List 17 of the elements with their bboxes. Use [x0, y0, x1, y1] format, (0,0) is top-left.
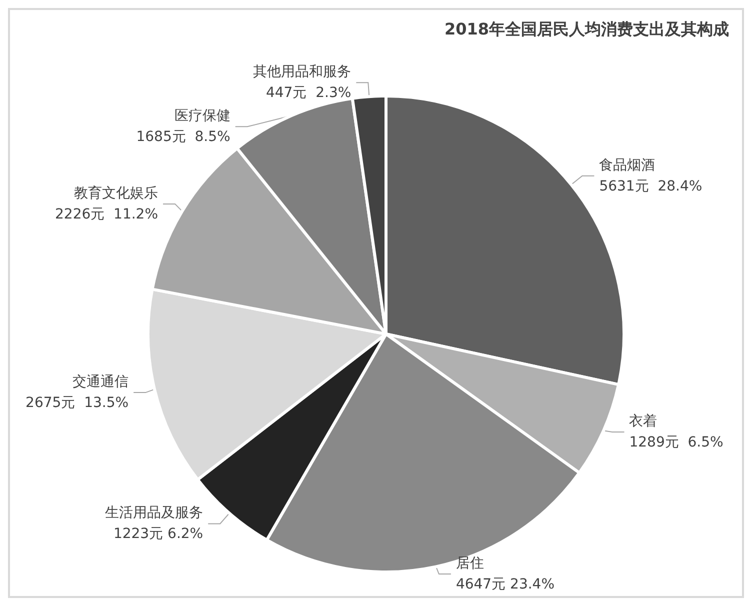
slice-label: 生活用品及服务	[105, 505, 204, 522]
data-label: 2675元 13.5%	[26, 395, 129, 412]
data-label: 4647元 23.4%	[456, 576, 555, 592]
slice-label: 居住	[456, 556, 484, 572]
data-label: 1685元 8.5%	[136, 129, 230, 146]
data-label: 1289元 6.5%	[629, 434, 724, 451]
chart-title: 2018年全国居民人均消费支出及其构成	[444, 20, 729, 38]
slice-label: 医疗保健	[174, 108, 230, 124]
slice-label: 教育文化娱乐	[74, 184, 158, 202]
slice-label: 其他用品和服务	[253, 64, 352, 80]
slice-label: 食品烟酒	[599, 157, 656, 174]
data-label: 5631元 28.4%	[599, 178, 702, 194]
slice-label: 衣着	[629, 414, 658, 430]
data-label: 1223元 6.2%	[113, 526, 204, 542]
data-label: 447元 2.3%	[266, 85, 352, 102]
data-label: 2226元 11.2%	[55, 206, 158, 222]
slice-label: 交通通信	[72, 374, 129, 390]
